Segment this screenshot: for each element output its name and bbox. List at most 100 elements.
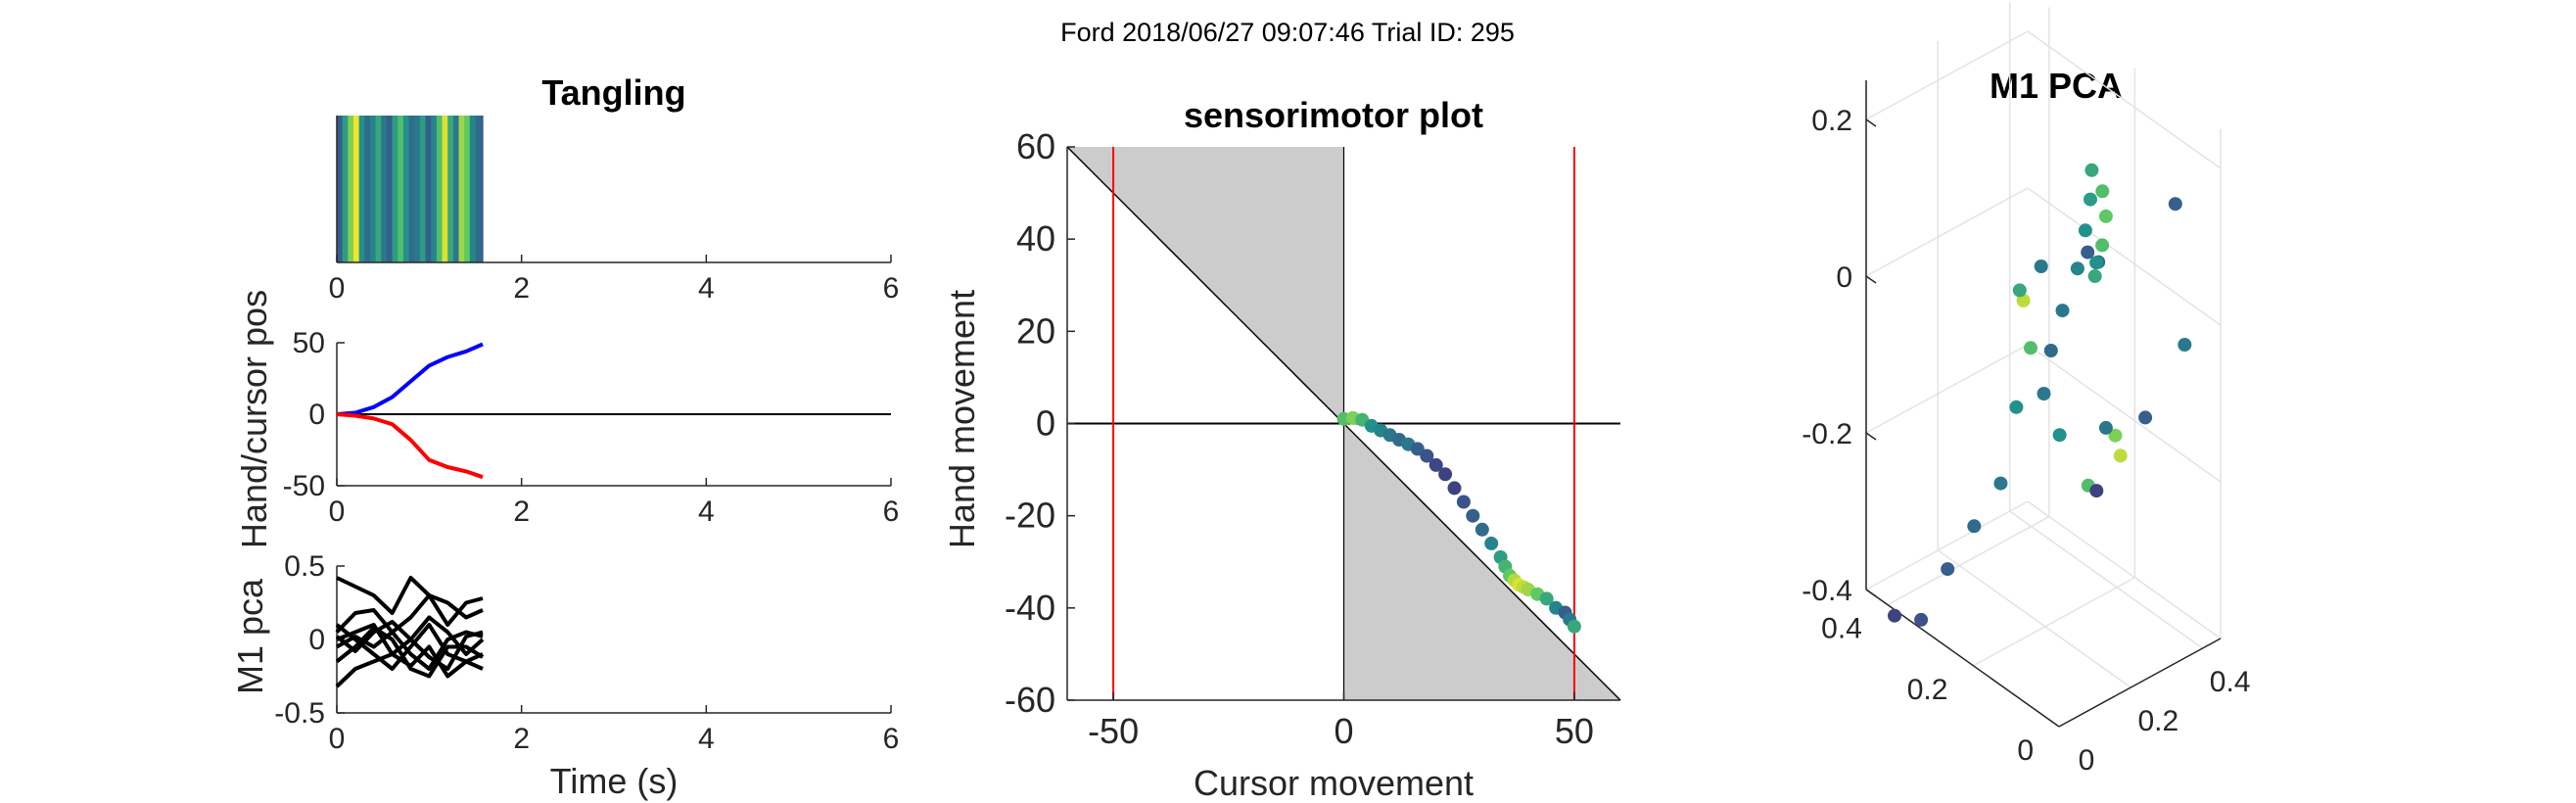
sensorimotor-point	[1438, 467, 1453, 482]
pca-3d-point	[2168, 197, 2182, 212]
side-wall-grid-line	[2027, 187, 2222, 326]
sensorimotor-point	[1484, 536, 1499, 550]
pca-3d-point	[2024, 341, 2037, 355]
hand-cursor-y-tick-label: 0	[308, 399, 325, 431]
m1-pca-ylabel: M1 pca	[230, 578, 270, 694]
back-wall-grid-line	[1865, 500, 2029, 590]
pca-3d-point	[2037, 387, 2051, 401]
m1-pca-xlabel: Time (s)	[550, 761, 679, 801]
hand-cursor-y-tick-label: 50	[293, 327, 325, 359]
sensorimotor-x-tick-label: 50	[1555, 711, 1594, 751]
hand-position-line	[336, 342, 484, 416]
m1-pca-traces-panel: M1 pca Time (s) -0.500.50 2 4 6	[230, 550, 899, 801]
m1-pca-x-tick-label: 2	[513, 723, 530, 755]
x-axis-line	[2058, 638, 2222, 728]
side-wall-grid-line	[2027, 30, 2222, 169]
pca-3d-point	[2113, 449, 2128, 463]
m1-pca-x-tick-label: 4	[698, 723, 715, 755]
pca-3d-point	[1888, 608, 1901, 623]
y-tick-label: 0	[2017, 734, 2034, 767]
tangling-stripe	[481, 116, 484, 262]
tangling-stripe	[469, 116, 477, 262]
z-tick-label: 0.2	[1811, 105, 1852, 137]
sensorimotor-panel: sensorimotor plot Cursor movement Hand m…	[942, 95, 1621, 803]
pca-3d-point	[2084, 192, 2097, 207]
tangling-stripe	[475, 116, 482, 262]
pca-3d-point	[2087, 269, 2102, 283]
tangling-stripe	[369, 116, 377, 262]
pca-3d-point	[2034, 260, 2048, 273]
pca-3d-point	[1993, 476, 2008, 491]
m1-pca-3d-panel: M1 PCA -0.4 -0.2 0 0.2 0 0.2 0.4 0 0.2 0.4	[1802, 2, 2251, 777]
floor-grid-line	[1973, 577, 2135, 667]
tangling-stripe	[447, 116, 454, 262]
pca-3d-point	[2089, 484, 2104, 498]
x-tick-label: 0	[2079, 744, 2095, 777]
sensorimotor-y-tick-label: 60	[1016, 126, 1055, 166]
floor-grid-line	[2009, 510, 2204, 649]
tangling-x-tick-label: 2	[513, 272, 530, 305]
sensorimotor-point	[1447, 481, 1462, 496]
hand-cursor-lines	[336, 342, 891, 480]
m1-pca-3d-title: M1 PCA	[1990, 66, 2123, 106]
sensorimotor-point	[1420, 449, 1434, 463]
pca-3d-point	[2078, 223, 2092, 238]
z-tick-label: 0	[1836, 261, 1852, 294]
hand-cursor-x-tick-label: 6	[883, 496, 900, 528]
y-tick-label: 0.4	[1821, 613, 1862, 645]
pca-3d-point	[1967, 519, 1982, 534]
tangling-stripe	[419, 116, 427, 262]
x-tick-label: 0.2	[2137, 705, 2178, 737]
tangling-stripe	[364, 116, 371, 262]
tangling-stripe	[386, 116, 394, 262]
tangling-x-tick-label: 0	[329, 272, 346, 305]
pca-3d-point	[2095, 238, 2110, 253]
tangling-stripe	[342, 116, 349, 262]
sensorimotor-point	[1475, 522, 1489, 537]
tangling-stripe	[358, 116, 365, 262]
sensorimotor-plot-area: -60 -40 -20 0 20 40 60 -50 0 50	[1005, 126, 1621, 751]
sensorimotor-point	[1539, 591, 1554, 606]
pca-3d-point	[2098, 420, 2113, 435]
pca-3d-point	[2084, 163, 2099, 177]
tangling-heatmap	[337, 116, 484, 262]
back-wall-grid-line	[1865, 30, 2029, 120]
tangling-axes: 0 2 4 6	[329, 116, 899, 305]
side-wall-grid-line	[2027, 344, 2222, 483]
tangling-stripe	[414, 116, 421, 262]
pca-3d-point	[2012, 283, 2027, 298]
m1-pca-x-tick-label: 0	[329, 723, 346, 755]
tangling-stripe	[436, 116, 444, 262]
tangling-stripe	[431, 116, 438, 262]
tangling-stripe	[352, 116, 360, 262]
tangling-stripe	[381, 116, 388, 262]
sensorimotor-point	[1456, 495, 1471, 509]
m1-pca-axes: -0.500.50 2 4 6	[274, 550, 899, 755]
pca-3d-point	[1941, 562, 1955, 577]
tangling-stripe	[464, 116, 471, 262]
sensorimotor-x-tick-label: -50	[1088, 711, 1139, 751]
floor-grid-line	[1887, 515, 2050, 606]
tangling-stripe	[425, 116, 432, 262]
hand-cursor-x-tick-label: 2	[513, 496, 530, 528]
sensorimotor-point	[1466, 508, 1480, 523]
sensorimotor-y-tick-label: -20	[1005, 496, 1055, 536]
sensorimotor-y-tick-label: -60	[1005, 680, 1055, 720]
m1-pca-lines	[335, 576, 485, 688]
z-tick-label: -0.2	[1802, 418, 1852, 450]
z-tick-mark	[1865, 589, 1877, 597]
sensorimotor-point	[1429, 457, 1443, 472]
m1-pca-y-tick-label: -0.5	[274, 697, 325, 730]
tangling-stripe	[348, 116, 354, 262]
m1-pca-3d-plot: -0.4 -0.2 0 0.2 0 0.2 0.4 0 0.2 0.4	[1802, 2, 2251, 777]
sensorimotor-y-tick-label: 40	[1016, 218, 1055, 259]
m1-pca-y-tick-label: 0.5	[284, 550, 325, 583]
pca-3d-point	[2108, 428, 2123, 443]
z-tick-mark	[1865, 275, 1877, 284]
x-tick-label: 0.4	[2210, 666, 2251, 698]
sensorimotor-point	[1567, 619, 1581, 634]
y-tick-label: 0.2	[1907, 674, 1948, 706]
m1-pca-x-tick-label: 6	[883, 723, 900, 755]
